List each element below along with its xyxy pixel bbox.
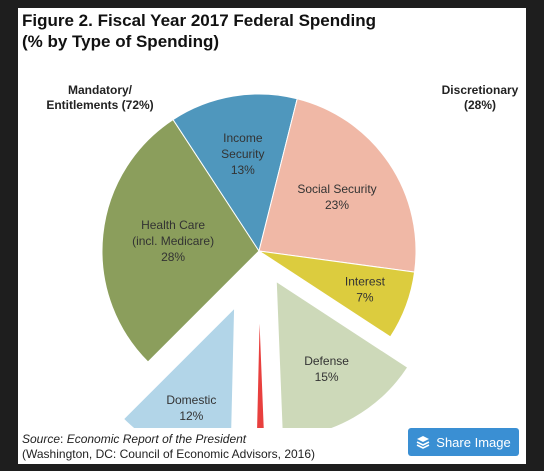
stack-icon — [416, 436, 430, 449]
pie-slice — [172, 93, 298, 253]
slice-label-line: Health Care — [141, 218, 205, 232]
pie-slice — [258, 98, 417, 273]
group-label-line: Mandatory/ — [68, 83, 133, 97]
pie-chart: Health Care (incl. Medicare) 28% Income Secu… — [46, 83, 519, 428]
pie-slice — [101, 118, 260, 363]
slice-label: Defense 15% — [304, 354, 349, 384]
chart-title-line-2: (% by Type of Spending) — [22, 32, 220, 51]
source-prefix: Source — [22, 432, 61, 446]
source-line-1: Source: Economic Report of the President — [22, 432, 247, 446]
slice-label-line: (incl. Medicare) — [132, 234, 214, 248]
share-image-button[interactable]: Share Image — [408, 428, 519, 456]
group-label-line: Discretionary — [442, 83, 519, 97]
source-note: Source: Economic Report of the President… — [22, 432, 315, 462]
slice-label-line: 23% — [325, 198, 349, 212]
chart-title: Figure 2. Fiscal Year 2017 Federal Spend… — [22, 10, 376, 52]
slice-label-line: Income — [223, 131, 263, 145]
slice-label: Domestic 12% — [166, 393, 216, 423]
chart-card: Figure 2. Fiscal Year 2017 Federal Spend… — [18, 8, 526, 464]
pie-slices — [101, 93, 417, 428]
slice-label-line: 13% — [231, 163, 255, 177]
group-label-line: (28%) — [464, 98, 496, 112]
pie-slice — [122, 306, 236, 428]
slice-labels: Health Care (incl. Medicare) 28% Income Secu… — [132, 131, 386, 423]
pie-slice — [275, 280, 409, 428]
slice-label-line: 28% — [161, 250, 185, 264]
group-label-line: Entitlements (72%) — [46, 98, 153, 112]
group-label: Discretionary (28%) — [442, 83, 519, 112]
slice-label: Interest 7% — [345, 275, 386, 305]
slice-label: Health Care (incl. Medicare) 28% — [132, 218, 214, 264]
slice-label-line: Security — [221, 147, 264, 161]
slice-label: Social Security 23% — [297, 182, 376, 212]
slice-label-line: 12% — [179, 409, 203, 423]
slice-label-line: 7% — [356, 291, 374, 305]
slice-label-line: Interest — [345, 275, 386, 289]
source-line-2: (Washington, DC: Council of Economic Adv… — [22, 447, 316, 461]
share-image-label: Share Image — [436, 434, 511, 450]
group-labels: Mandatory/Entitlements (72%) Discretionar… — [46, 83, 518, 112]
slice-label-line: Domestic — [166, 393, 216, 407]
slice-label-line: Defense — [304, 354, 349, 368]
chart-title-line-1: Figure 2. Fiscal Year 2017 Federal Spend… — [22, 11, 377, 30]
slice-label-line: Social Security — [297, 182, 376, 196]
slice-label: Income Security 13% — [221, 131, 264, 177]
pie-slice — [256, 307, 265, 428]
source-work: Economic Report of the President — [66, 432, 247, 446]
pie-slice — [258, 250, 416, 338]
group-label: Mandatory/Entitlements (72%) — [46, 83, 153, 112]
slice-label-line: 15% — [315, 370, 339, 384]
